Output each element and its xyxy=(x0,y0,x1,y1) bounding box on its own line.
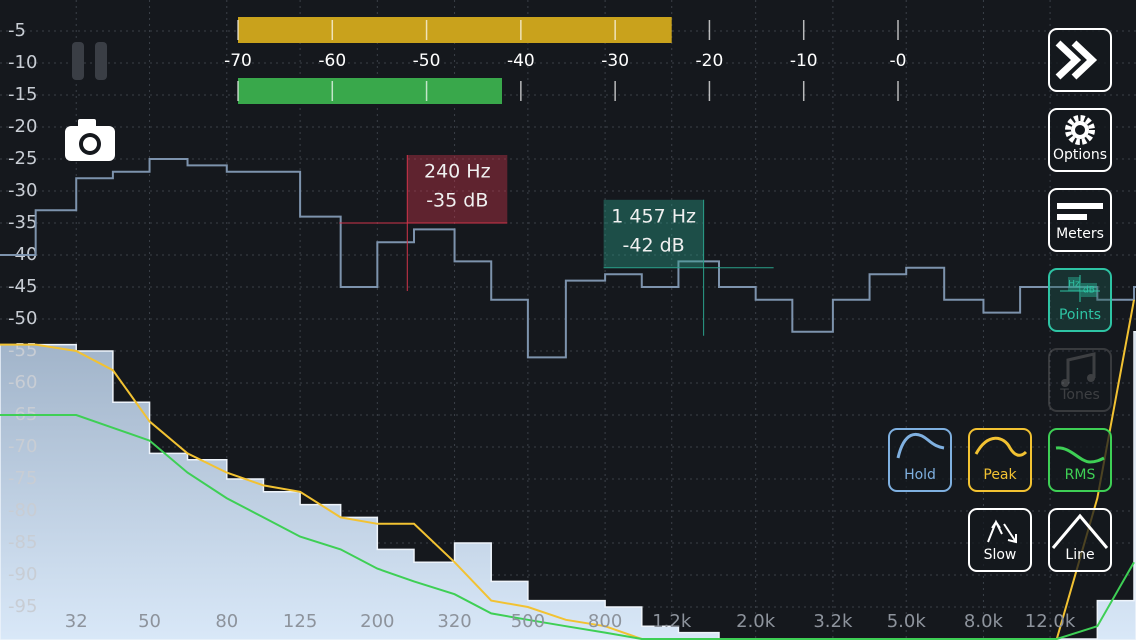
x-tick-label: 50 xyxy=(138,611,161,632)
x-tick-label: 5.0k xyxy=(887,611,927,632)
meter-tick-label: -20 xyxy=(696,51,724,71)
button-label: Points xyxy=(1059,307,1101,323)
y-tick-label: -55 xyxy=(8,340,37,361)
options-button[interactable]: Options xyxy=(1048,108,1112,172)
y-tick-label: -85 xyxy=(8,532,37,553)
meter-tick-label: -60 xyxy=(318,51,346,71)
meters-button[interactable]: Meters xyxy=(1048,188,1112,252)
y-tick-label: -80 xyxy=(8,500,37,521)
x-tick-label: 80 xyxy=(215,611,238,632)
x-tick-label: 1.2k xyxy=(652,611,692,632)
y-tick-label: -50 xyxy=(8,308,37,329)
tones-button[interactable]: Tones xyxy=(1048,348,1112,412)
meter-tick-label: -40 xyxy=(507,51,535,71)
button-label: Peak xyxy=(983,467,1017,483)
point-marker: 240 Hz -35 dB xyxy=(339,155,508,291)
button-label: RMS xyxy=(1065,467,1096,483)
button-label: Slow xyxy=(984,547,1017,563)
button-label: Tones xyxy=(1059,387,1100,403)
level-bar xyxy=(238,78,502,104)
point-marker: 1 457 Hz -42 dB xyxy=(603,199,774,336)
meter-tick-label: -70 xyxy=(224,51,252,71)
y-tick-label: -10 xyxy=(8,52,37,73)
y-tick-label: -95 xyxy=(8,596,37,617)
level-meter: -70 -60 -50 -40 -30 -20 -10 -0 xyxy=(224,17,906,104)
y-tick-label: -5 xyxy=(8,20,26,41)
y-tick-label: -35 xyxy=(8,212,37,233)
hold-button[interactable]: Hold xyxy=(888,428,952,492)
forward-button[interactable] xyxy=(1048,28,1112,92)
x-tick-label: 320 xyxy=(437,611,471,632)
points-unit: Hz xyxy=(1068,280,1080,290)
meter-tick-label: -10 xyxy=(790,51,818,71)
marker-box xyxy=(407,155,508,223)
marker-db: -35 dB xyxy=(426,190,488,212)
marker-freq: 240 Hz xyxy=(424,161,491,183)
marker-db: -42 dB xyxy=(623,234,685,256)
button-label: Meters xyxy=(1056,226,1104,242)
x-tick-label: 12.0k xyxy=(1025,611,1076,632)
camera-button[interactable] xyxy=(65,119,115,161)
y-tick-label: -70 xyxy=(8,436,37,457)
meter-tick-label: -0 xyxy=(890,51,907,71)
level-bar xyxy=(238,17,672,43)
y-tick-label: -75 xyxy=(8,468,37,489)
y-tick-label: -30 xyxy=(8,180,37,201)
y-tick-label: -45 xyxy=(8,276,37,297)
y-tick-label: -60 xyxy=(8,372,37,393)
x-tick-label: 2.0k xyxy=(736,611,776,632)
x-tick-label: 32 xyxy=(65,611,88,632)
points-unit: dB xyxy=(1083,286,1095,296)
slow-button[interactable]: Slow xyxy=(968,508,1032,572)
x-tick-label: 500 xyxy=(511,611,545,632)
y-tick-label: -25 xyxy=(8,148,37,169)
meter-tick-label: -30 xyxy=(601,51,629,71)
pause-button[interactable] xyxy=(72,42,107,80)
x-tick-label: 3.2k xyxy=(813,611,853,632)
button-label: Line xyxy=(1065,547,1094,563)
y-tick-label: -20 xyxy=(8,116,37,137)
spectrum-line xyxy=(0,158,1136,359)
x-tick-label: 800 xyxy=(588,611,622,632)
button-label: Hold xyxy=(904,467,936,483)
rms-button[interactable]: RMS xyxy=(1048,428,1112,492)
y-tick-label: -15 xyxy=(8,84,37,105)
meter-tick-label: -50 xyxy=(413,51,441,71)
x-tick-label: 125 xyxy=(283,611,317,632)
x-tick-label: 200 xyxy=(360,611,394,632)
x-tick-label: 8.0k xyxy=(964,611,1004,632)
y-tick-label: -90 xyxy=(8,564,37,585)
marker-freq: 1 457 Hz xyxy=(611,205,696,227)
spectrum-line xyxy=(0,414,1135,640)
peak-button[interactable]: Peak xyxy=(968,428,1032,492)
marker-box xyxy=(603,199,704,268)
line-button[interactable]: Line xyxy=(1048,508,1112,572)
button-label: Options xyxy=(1053,147,1107,163)
